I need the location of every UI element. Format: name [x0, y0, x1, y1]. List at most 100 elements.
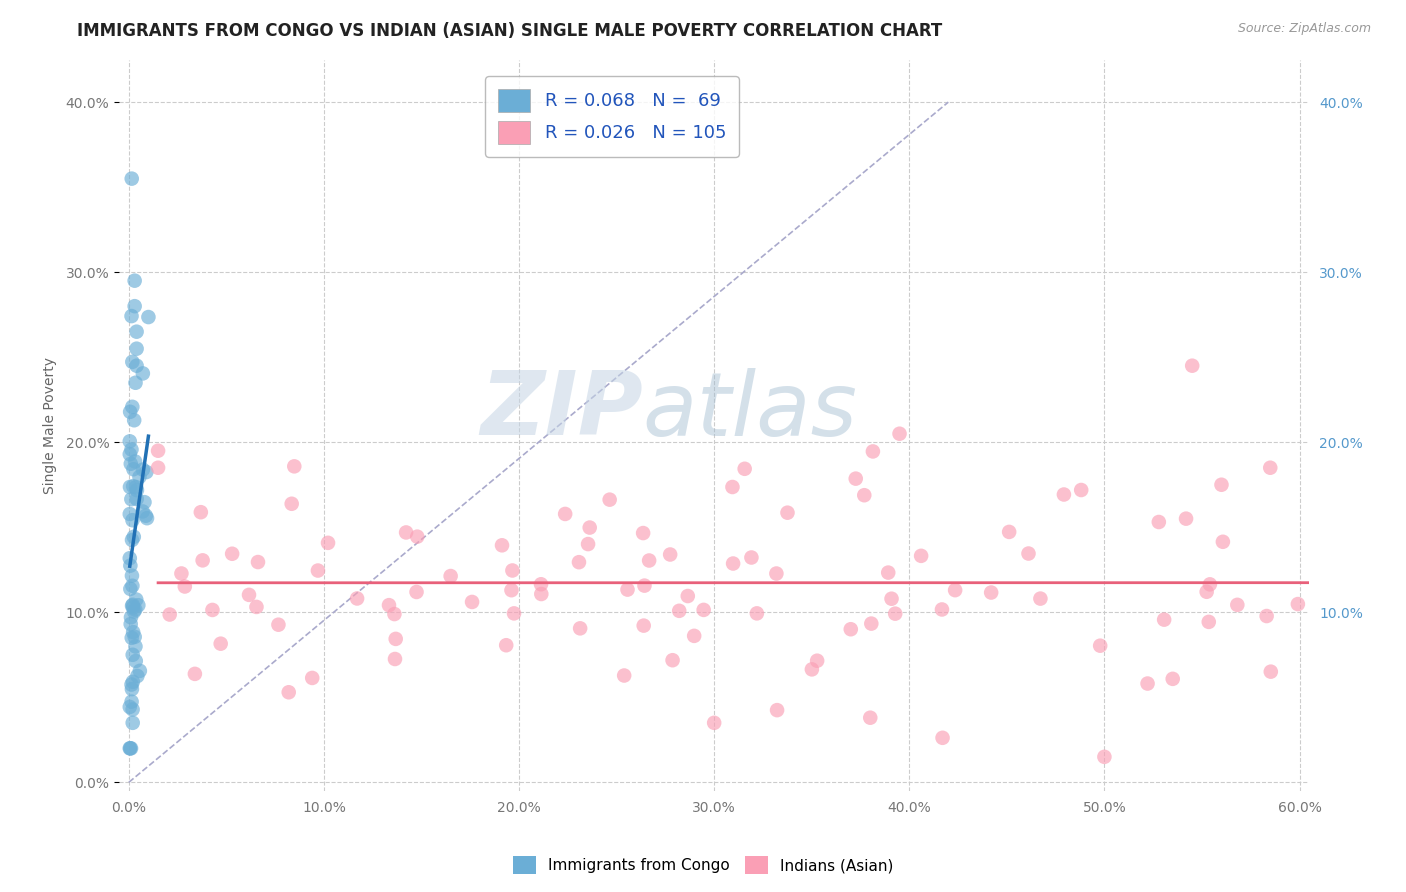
Point [128, 664, 150, 678]
Point [889, 426, 911, 441]
Point [1212, 534, 1234, 549]
Point [578, 520, 600, 534]
Point [633, 579, 655, 593]
Point [1088, 639, 1111, 653]
Point [1092, 749, 1115, 764]
Point [1260, 665, 1282, 679]
Point [721, 557, 744, 571]
Point [118, 447, 141, 461]
Point [1199, 577, 1222, 591]
Point [859, 711, 882, 725]
Point [405, 585, 427, 599]
Point [121, 579, 143, 593]
Point [1181, 359, 1204, 373]
Point [122, 479, 145, 493]
Point [125, 359, 148, 373]
Point [839, 622, 862, 636]
Point [134, 495, 156, 509]
Point [124, 299, 146, 313]
Point [121, 171, 143, 186]
Point [120, 741, 142, 756]
Point [125, 483, 148, 498]
Point [440, 569, 463, 583]
Point [138, 310, 160, 324]
Point [692, 603, 714, 617]
Point [1195, 584, 1218, 599]
Point [931, 602, 953, 616]
Point [721, 480, 744, 494]
Point [121, 598, 143, 612]
Point [121, 513, 143, 527]
Point [884, 607, 907, 621]
Point [1136, 676, 1159, 690]
Point [1211, 477, 1233, 491]
Point [120, 558, 142, 573]
Point [283, 459, 305, 474]
Point [616, 582, 638, 597]
Text: atlas: atlas [643, 368, 858, 454]
Point [124, 640, 146, 654]
Point [128, 470, 150, 484]
Point [280, 497, 302, 511]
Point [1258, 460, 1281, 475]
Point [245, 599, 267, 614]
Point [395, 525, 418, 540]
Point [209, 637, 232, 651]
Point [146, 443, 169, 458]
Point [132, 462, 155, 476]
Point [120, 741, 142, 756]
Point [346, 591, 368, 606]
Point [501, 564, 523, 578]
Point [554, 507, 576, 521]
Point [120, 610, 142, 624]
Point [530, 577, 553, 591]
Point [127, 598, 149, 612]
Text: ZIP: ZIP [479, 368, 643, 454]
Point [740, 550, 762, 565]
Point [638, 553, 661, 567]
Point [406, 530, 429, 544]
Point [221, 547, 243, 561]
Point [1175, 511, 1198, 525]
Point [124, 602, 146, 616]
Point [745, 607, 768, 621]
Point [125, 342, 148, 356]
Point [122, 600, 145, 615]
Point [121, 400, 143, 414]
Legend: Immigrants from Congo, Indians (Asian): Immigrants from Congo, Indians (Asian) [506, 850, 900, 880]
Point [633, 618, 655, 632]
Point [860, 616, 883, 631]
Point [853, 488, 876, 502]
Legend: R = 0.068   N =  69, R = 0.026   N = 105: R = 0.068 N = 69, R = 0.026 N = 105 [485, 76, 740, 157]
Point [118, 551, 141, 566]
Point [124, 274, 146, 288]
Point [1256, 609, 1278, 624]
Point [1226, 598, 1249, 612]
Point [880, 591, 903, 606]
Point [1029, 591, 1052, 606]
Point [121, 695, 143, 709]
Point [125, 491, 148, 506]
Point [118, 507, 141, 521]
Point [120, 457, 142, 471]
Point [378, 598, 401, 612]
Point [135, 465, 157, 479]
Point [124, 376, 146, 390]
Point [267, 617, 290, 632]
Point [806, 654, 828, 668]
Point [766, 703, 789, 717]
Point [121, 715, 143, 730]
Point [125, 654, 148, 668]
Point [384, 607, 406, 621]
Point [121, 674, 143, 689]
Point [246, 555, 269, 569]
Point [1153, 613, 1175, 627]
Point [120, 492, 142, 507]
Point [845, 472, 868, 486]
Y-axis label: Single Male Poverty: Single Male Poverty [44, 357, 58, 493]
Point [301, 671, 323, 685]
Point [121, 355, 143, 369]
Point [910, 549, 932, 563]
Point [1018, 547, 1040, 561]
Point [277, 685, 299, 699]
